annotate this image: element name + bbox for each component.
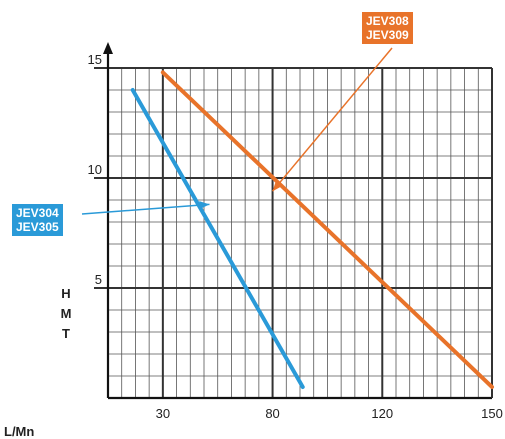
legend-jev308-jev309: JEV308 JEV309 [362,12,413,44]
x-axis-label: L/Mn [4,424,34,439]
minor-grid [108,68,492,398]
pointer-arrowhead-jev304 [199,201,210,210]
legend-label-jev305: JEV305 [16,220,59,234]
y-axis-label: HMT [61,286,72,341]
x-tick-label: 120 [371,406,393,421]
y-axis-label-letter: T [62,326,70,341]
major-grid [94,67,493,398]
pointer-line-jev308 [271,47,393,192]
series-lines [130,70,494,389]
x-tick-label: 30 [156,406,170,421]
x-tick-label: 150 [481,406,503,421]
series-line-jev308 [160,70,494,389]
legend-label-jev308: JEV308 [366,14,409,28]
legend-label-jev309: JEV309 [366,28,409,42]
series-line-jev304 [130,88,305,389]
y-tick-label: 15 [88,52,102,67]
y-tick-label: 5 [95,272,102,287]
legend-jev304-jev305: JEV304 JEV305 [12,204,63,236]
axes [103,42,493,400]
y-axis-label-letter: M [61,306,72,321]
y-axis-arrow [103,42,113,54]
label-pointers [81,47,393,215]
pointer-arrowhead-jev308 [272,180,283,192]
y-axis-label-letter: H [61,286,70,301]
pointer-line-jev304 [81,203,210,215]
legend-label-jev304: JEV304 [16,206,59,220]
y-tick-label: 10 [88,162,102,177]
x-tick-label: 80 [265,406,279,421]
tick-labels: 30 80 120 150 5 10 15 [88,52,503,421]
